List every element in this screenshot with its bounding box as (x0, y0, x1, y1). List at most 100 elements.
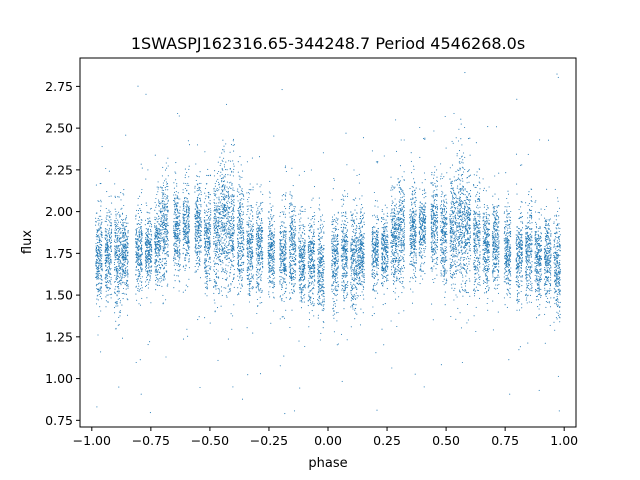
data-point (347, 250, 349, 252)
data-point (374, 290, 376, 292)
data-point (107, 277, 109, 279)
data-point (156, 270, 158, 272)
data-point (412, 228, 414, 230)
data-point (410, 226, 412, 229)
data-point (182, 338, 185, 340)
data-point (97, 219, 99, 221)
data-point (185, 229, 187, 231)
data-point (350, 215, 352, 217)
data-point (396, 248, 398, 250)
data-point (354, 209, 356, 211)
data-point (166, 237, 168, 239)
data-point (387, 261, 389, 263)
data-point (177, 246, 179, 248)
data-point (409, 277, 412, 279)
data-point (331, 224, 333, 226)
data-point (122, 222, 124, 224)
data-point (377, 161, 379, 163)
data-point (115, 222, 117, 224)
data-point (395, 227, 397, 229)
data-point (336, 253, 338, 255)
data-point (353, 221, 355, 223)
data-point (353, 251, 355, 253)
data-point (361, 265, 363, 267)
data-point (410, 214, 412, 216)
data-point (135, 285, 137, 287)
data-point (399, 261, 401, 263)
data-point (397, 178, 399, 180)
data-point (376, 262, 378, 264)
data-point (141, 230, 143, 233)
data-point (345, 255, 347, 257)
data-point (161, 246, 163, 248)
data-point (107, 260, 109, 262)
data-point (175, 217, 177, 219)
data-point (383, 226, 385, 228)
data-point (124, 275, 127, 277)
data-point (357, 237, 359, 239)
data-point (163, 236, 165, 238)
data-point (173, 258, 175, 260)
data-point (398, 216, 400, 219)
chart-title: 1SWASPJ162316.65-344248.7 Period 4546268… (131, 34, 525, 53)
data-point (101, 236, 103, 238)
data-point (115, 257, 117, 259)
data-point (146, 239, 148, 241)
data-point (384, 223, 386, 225)
data-point (344, 248, 346, 250)
data-point (122, 274, 124, 276)
data-point (390, 261, 392, 263)
data-point (161, 280, 163, 282)
data-point (332, 274, 335, 276)
data-point (174, 249, 176, 251)
data-point (385, 229, 387, 231)
data-point (352, 306, 354, 308)
data-point (119, 259, 121, 261)
data-point (100, 275, 102, 277)
data-point (187, 245, 189, 247)
data-point (114, 220, 116, 222)
data-point (403, 243, 405, 245)
data-point (409, 242, 412, 244)
data-point (363, 281, 365, 284)
data-point (185, 212, 187, 214)
data-point (124, 237, 126, 239)
data-point (374, 249, 376, 251)
data-point (148, 255, 150, 257)
data-point (120, 199, 122, 201)
data-point (114, 250, 116, 252)
data-point (140, 222, 142, 224)
data-point (135, 261, 137, 263)
data-point (400, 251, 402, 253)
data-point (184, 187, 186, 190)
data-point (411, 233, 413, 235)
data-point (115, 251, 117, 254)
data-point (392, 273, 395, 275)
data-point (174, 236, 176, 239)
data-point (154, 255, 156, 257)
data-point (105, 248, 107, 250)
data-point (116, 275, 118, 277)
data-point (414, 270, 417, 272)
data-point (177, 192, 179, 194)
data-point (160, 202, 162, 204)
data-point (384, 232, 386, 234)
data-point (123, 256, 125, 258)
data-point (162, 239, 164, 241)
data-point (381, 227, 383, 229)
data-point (186, 219, 188, 221)
data-point (164, 219, 166, 221)
data-point (374, 256, 376, 258)
data-point (96, 283, 98, 285)
data-point (353, 271, 355, 273)
data-point (117, 261, 119, 263)
data-point (157, 256, 159, 258)
data-point (386, 252, 388, 254)
data-point (377, 260, 379, 263)
data-point (122, 287, 125, 290)
data-point (342, 244, 345, 246)
data-point (356, 212, 358, 214)
data-point (332, 218, 334, 221)
data-point (359, 278, 361, 280)
data-point (157, 218, 159, 220)
